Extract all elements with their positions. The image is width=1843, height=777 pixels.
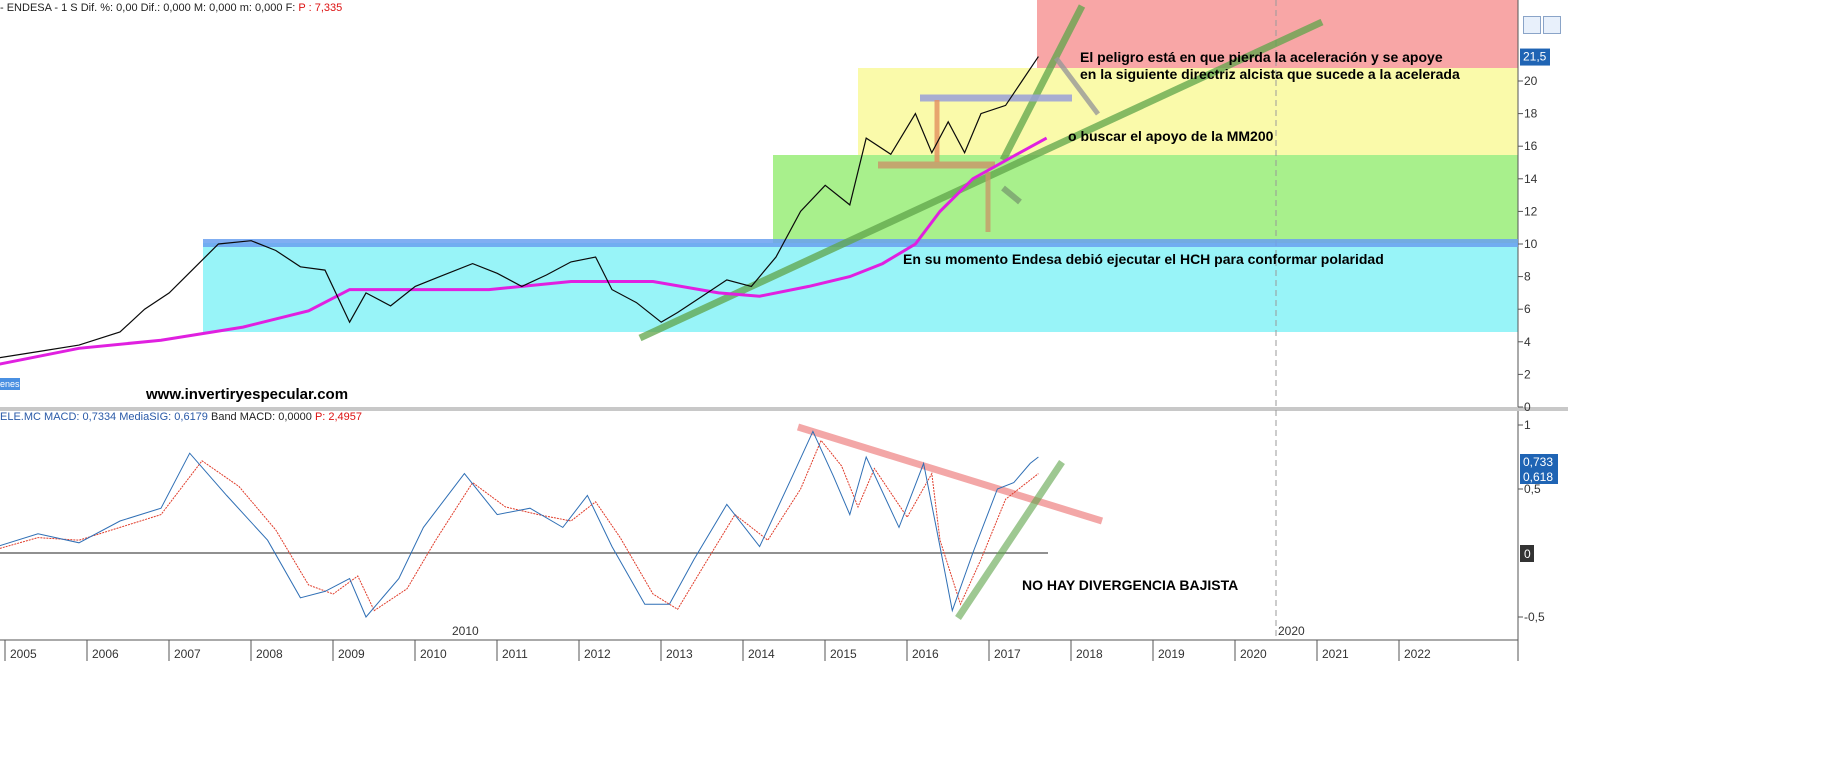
year-tick-label: 2008 xyxy=(256,647,283,661)
zero-tag: 0 xyxy=(1524,547,1531,561)
year-tick-label: 2007 xyxy=(174,647,201,661)
year-tick-label: 2012 xyxy=(584,647,611,661)
year-tick-label: 2011 xyxy=(502,647,528,661)
toolbar-icons xyxy=(1522,14,1568,40)
annotation-mm200: o buscar el apoyo de la MM200 xyxy=(1068,128,1274,144)
signal-value: MediaSIG: 0,6179 xyxy=(119,411,208,423)
macd-support-line xyxy=(955,460,1065,620)
macd-tick-label: 0,5 xyxy=(1524,482,1541,496)
year-tick-label: 2017 xyxy=(994,647,1021,661)
zero-tag-bg xyxy=(1520,545,1534,562)
header-f: F: xyxy=(285,2,296,14)
price-tick-label: 2 xyxy=(1524,367,1531,381)
header-min: m: 0,000 xyxy=(239,2,283,14)
header-dif-pct: Dif. %: 0,00 xyxy=(80,2,138,14)
chart-canvas: 0 2 4 6 8 10 12 14 16 18 20 21,5 1 0,5 -0,5 0 0,7330,618… xyxy=(0,0,1568,661)
price-tick-label: 12 xyxy=(1524,204,1538,218)
price-tick-label: 6 xyxy=(1524,302,1531,316)
mm200-line xyxy=(0,136,1048,366)
annotation-danger: El peligro está en que pierda la acelera… xyxy=(1080,49,1443,65)
year-tick-label: 2009 xyxy=(338,647,365,661)
year-tick-label: 2019 xyxy=(1158,647,1185,661)
year-tick-label: 2005 xyxy=(10,647,37,661)
year-tick-label: 2010 xyxy=(420,647,447,661)
annotation-hch: En su momento Endesa debió ejecutar el H… xyxy=(903,251,1384,267)
print-icon[interactable] xyxy=(1543,16,1561,34)
signal-line xyxy=(0,439,1039,612)
macd-ticker: ELE.MC xyxy=(0,411,41,423)
danger-zone xyxy=(1037,0,1518,68)
year-tick-label: 2018 xyxy=(1076,647,1103,661)
annotation-no-divergence: NO HAY DIVERGENCIA BAJISTA xyxy=(1022,577,1239,593)
year-tick-label: 2015 xyxy=(830,647,857,661)
price-tick-label: 20 xyxy=(1524,74,1538,88)
price-tick-label: 14 xyxy=(1524,172,1538,186)
support-band xyxy=(203,239,1518,247)
year-tick-label: 2021 xyxy=(1322,647,1349,661)
decade-label: 2010 xyxy=(452,624,479,638)
year-tick-label: 2006 xyxy=(92,647,119,661)
price-tick-label: 8 xyxy=(1524,270,1531,284)
price-tick-label: 16 xyxy=(1524,139,1538,153)
danger-arrow xyxy=(1054,56,1100,116)
price-tag: 21,5 xyxy=(1523,50,1547,64)
price-tick-label: 4 xyxy=(1524,335,1531,349)
band-value: Band MACD: 0,0000 xyxy=(210,411,312,423)
year-tick-label: 2016 xyxy=(912,647,939,661)
macd-tag: 0,618 xyxy=(1523,470,1553,484)
mm200-arrow xyxy=(1001,185,1022,205)
macd-tag: 0,733 xyxy=(1523,455,1553,469)
header-price: P : 7,335 xyxy=(298,2,343,14)
macd-p-value: P: 2,4957 xyxy=(314,411,363,423)
macd-resistance-line xyxy=(796,423,1104,525)
annotation-danger-2: en la siguiente directriz alcista que su… xyxy=(1080,66,1460,82)
price-line xyxy=(0,56,1039,359)
price-tag-bg xyxy=(1520,48,1550,66)
year-tick-label: 2014 xyxy=(748,647,775,661)
website-watermark: www.invertiryespecular.com xyxy=(146,386,349,403)
panel-separator xyxy=(0,407,1568,411)
year-tick-label: 2013 xyxy=(666,647,693,661)
macd-tag-bg xyxy=(1520,469,1558,484)
macd-header: ELE.MC MACD: 0,7334 MediaSIG: 0,6179 Ban… xyxy=(0,411,362,423)
macd-line xyxy=(0,430,1039,618)
year-tick-label: 2022 xyxy=(1404,647,1431,661)
chart-settings-icon[interactable] xyxy=(1523,16,1541,34)
macd-value: MACD: 0,7334 xyxy=(44,411,117,423)
trend-line-accelerated xyxy=(999,4,1086,162)
macd-tick-label: 1 xyxy=(1524,418,1531,432)
trend-line-long xyxy=(638,18,1324,342)
header-max: M: 0,000 xyxy=(193,2,237,14)
header-dif: Dif.: 0,000 xyxy=(140,2,191,14)
price-tick-label: 0 xyxy=(1524,400,1531,414)
breakout-zone xyxy=(773,155,1518,243)
chart-stage: 0 2 4 6 8 10 12 14 16 18 20 21,5 1 0,5 -0,5 0 0,733 0,618… xyxy=(0,0,1568,661)
decade-label: 2020 xyxy=(1278,624,1305,638)
macd-tag-bg xyxy=(1520,454,1558,469)
header-ticker: - ENDESA - 1 S xyxy=(0,2,78,14)
price-tick-label: 18 xyxy=(1524,107,1538,121)
year-tick-label: 2020 xyxy=(1240,647,1267,661)
price-header: - ENDESA - 1 S Dif. %: 0,00 Dif.: 0,000 … xyxy=(0,2,342,14)
range-zone xyxy=(203,243,1518,332)
macd-tick-label: -0,5 xyxy=(1524,610,1545,624)
series-label-tag: enes xyxy=(0,378,20,390)
price-tick-label: 10 xyxy=(1524,237,1538,251)
